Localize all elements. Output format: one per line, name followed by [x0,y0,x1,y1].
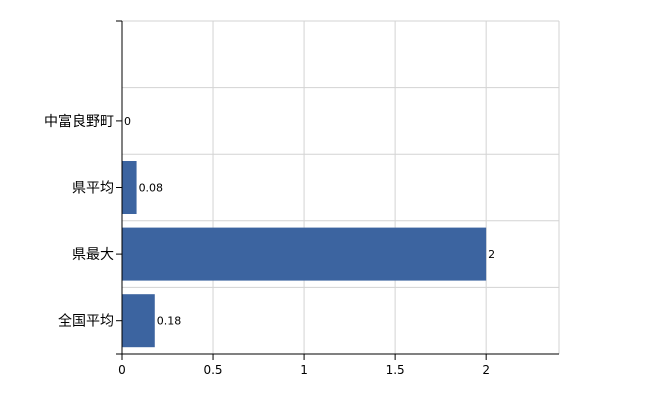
value-label: 0.08 [139,182,164,195]
value-label: 0.18 [157,315,182,328]
x-tick-label: 0.5 [203,363,222,377]
x-tick-label: 1 [300,363,308,377]
bar-3 [122,227,487,281]
bar-2 [122,161,137,214]
category-label: 中富良野町 [44,113,114,130]
axes [121,21,559,355]
x-tick-label: 0 [118,363,126,377]
bar-4 [122,294,155,348]
value-label: 0 [124,115,131,128]
category-label: 全国平均 [58,313,114,330]
labels: 0 0.5 1 1.5 2 中富良野町 0 県平均 0.08 県最大 2 全国平均 0.18 [44,20,495,377]
x-tick-label: 1.5 [386,363,405,377]
bars [122,161,487,348]
x-tick-label: 2 [482,363,490,377]
category-label: 県平均 [72,181,114,197]
value-label: 2 [488,248,495,261]
gridlines [122,20,560,355]
category-label: 県最大 [72,247,114,263]
